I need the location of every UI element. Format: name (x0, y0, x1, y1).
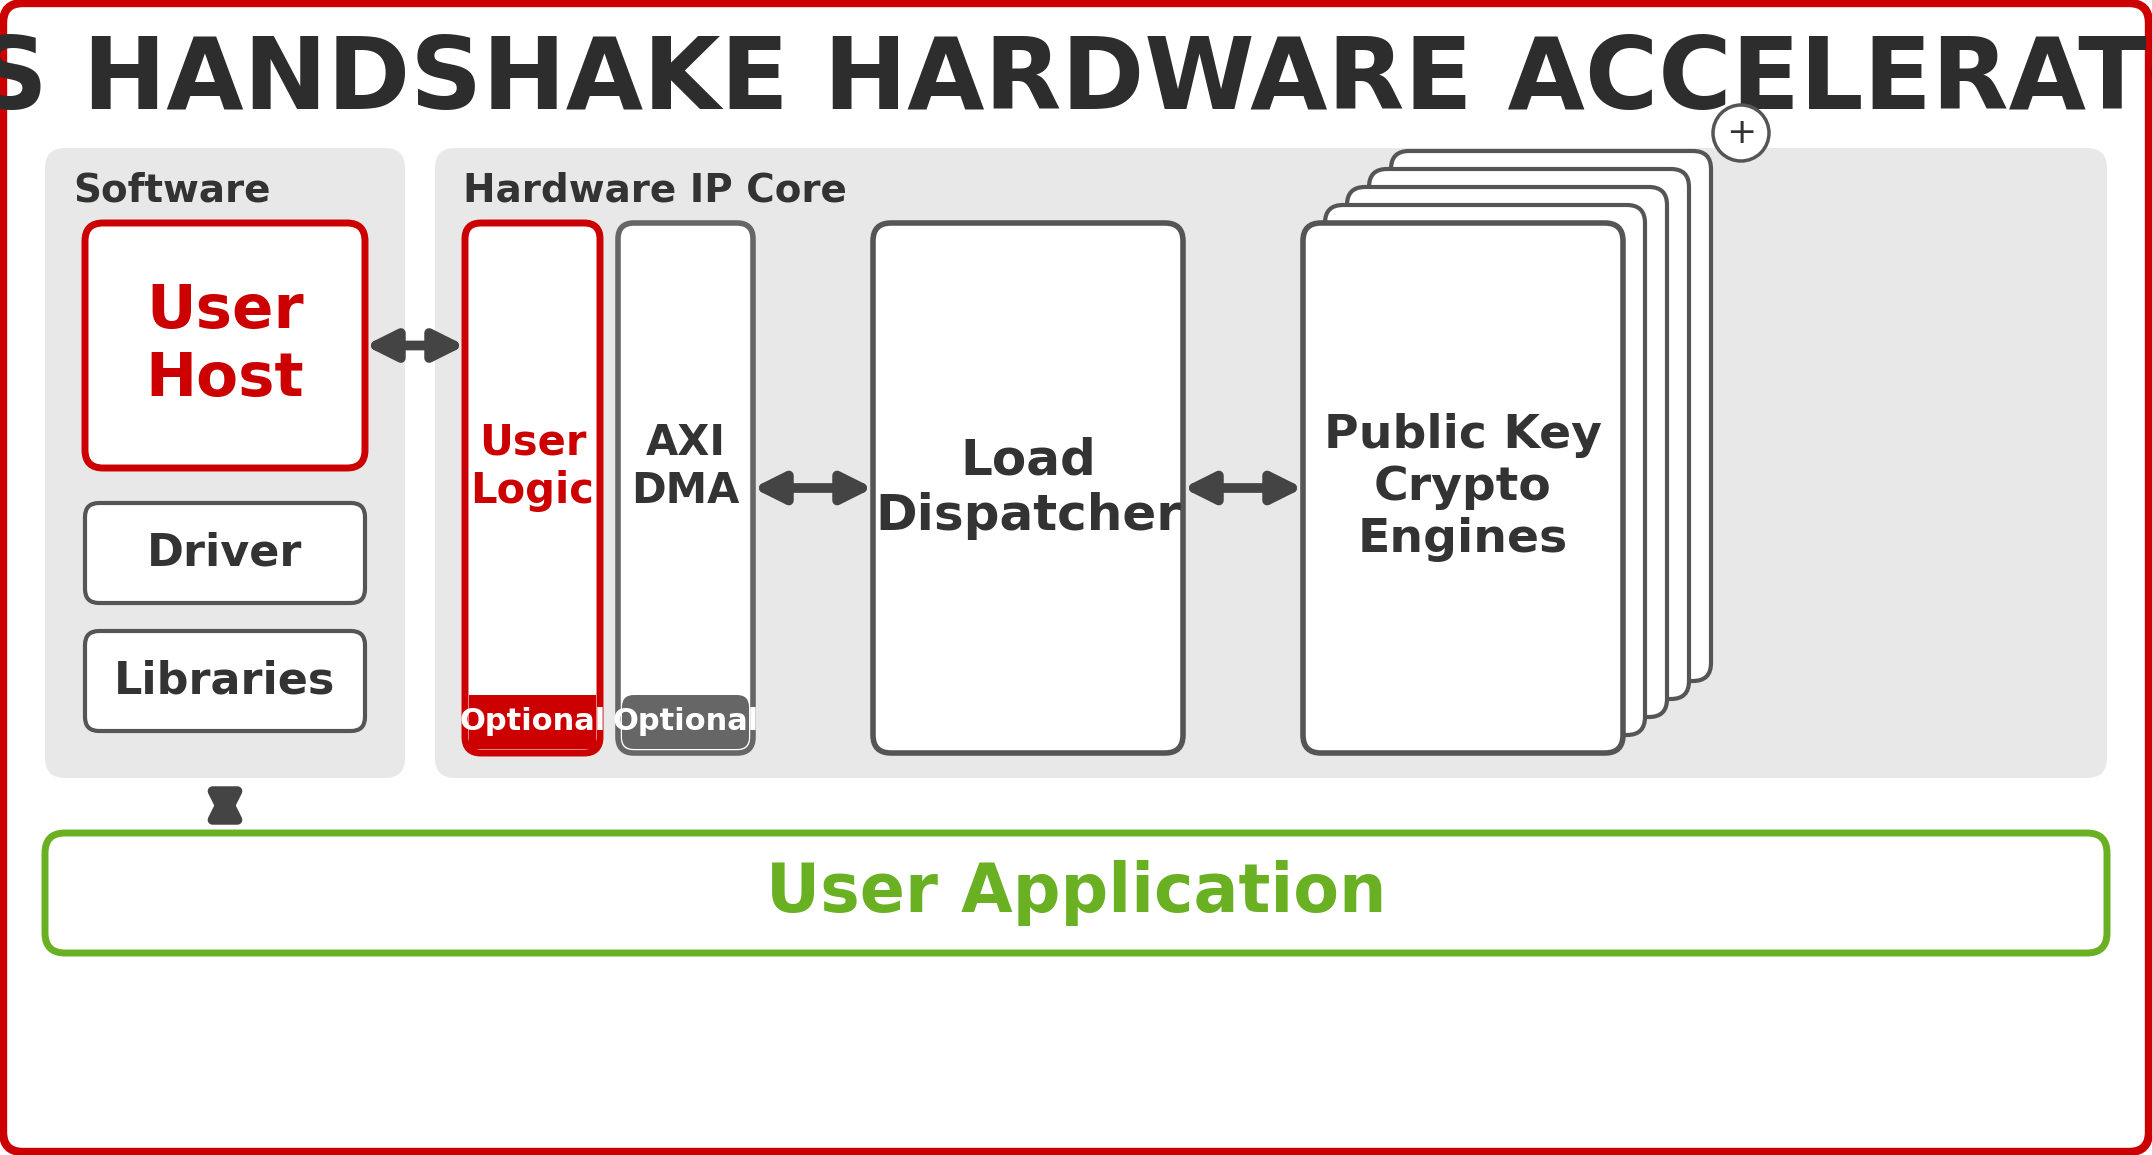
Text: +: + (1726, 116, 1756, 150)
FancyBboxPatch shape (1369, 169, 1689, 699)
FancyBboxPatch shape (874, 223, 1184, 753)
FancyBboxPatch shape (465, 223, 600, 753)
Text: Software: Software (73, 171, 271, 209)
FancyBboxPatch shape (1347, 187, 1668, 717)
Text: Driver: Driver (146, 531, 303, 574)
FancyBboxPatch shape (618, 223, 753, 753)
Bar (469, 695, 596, 748)
FancyArrowPatch shape (213, 791, 237, 820)
Text: Optional: Optional (613, 708, 760, 737)
FancyBboxPatch shape (45, 148, 405, 778)
FancyArrowPatch shape (1194, 476, 1291, 500)
Text: Hardware IP Core: Hardware IP Core (463, 171, 848, 209)
FancyBboxPatch shape (435, 148, 2107, 778)
FancyBboxPatch shape (84, 223, 366, 468)
Text: User Application: User Application (766, 860, 1386, 926)
FancyBboxPatch shape (2, 3, 2150, 1152)
FancyBboxPatch shape (45, 833, 2107, 953)
Text: User
Logic: User Logic (471, 422, 594, 513)
Text: Public Key
Crypto
Engines: Public Key Crypto Engines (1323, 413, 1601, 562)
Text: Libraries: Libraries (114, 660, 336, 702)
Text: User
Host: User Host (146, 282, 303, 409)
Text: TLS HANDSHAKE HARDWARE ACCELERATOR: TLS HANDSHAKE HARDWARE ACCELERATOR (0, 33, 2152, 131)
FancyBboxPatch shape (469, 695, 596, 748)
FancyBboxPatch shape (622, 695, 749, 748)
FancyBboxPatch shape (84, 631, 366, 731)
FancyBboxPatch shape (1326, 204, 1644, 735)
FancyArrowPatch shape (764, 476, 863, 500)
Circle shape (1713, 105, 1769, 161)
FancyBboxPatch shape (1302, 223, 1623, 753)
FancyArrowPatch shape (377, 333, 454, 358)
FancyBboxPatch shape (1390, 151, 1711, 681)
Text: Optional: Optional (458, 708, 605, 737)
Text: Load
Dispatcher: Load Dispatcher (876, 437, 1181, 539)
Text: AXI
DMA: AXI DMA (631, 422, 740, 513)
FancyBboxPatch shape (84, 502, 366, 603)
